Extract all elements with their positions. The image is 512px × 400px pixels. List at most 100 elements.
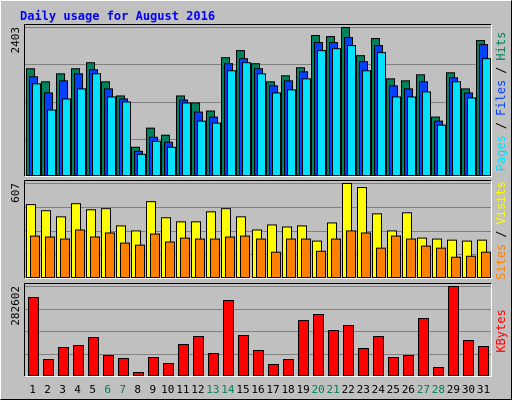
bar: [197, 120, 206, 177]
x-tick-label: 10: [161, 383, 174, 396]
bar: [437, 124, 446, 177]
bar: [77, 88, 86, 176]
bar: [210, 238, 220, 279]
bar: [478, 346, 489, 377]
legend-entry: Visits: [494, 181, 508, 224]
x-tick-label: 21: [327, 383, 340, 396]
bar: [436, 247, 446, 278]
x-tick-label: 22: [342, 383, 355, 396]
bar: [376, 247, 386, 278]
bar: [463, 340, 474, 376]
bar: [75, 229, 85, 278]
legend: Pages / Files / Hits: [494, 32, 508, 172]
bar: [418, 318, 429, 376]
x-tick-label: 13: [206, 383, 219, 396]
bar: [193, 336, 204, 376]
bar: [88, 337, 99, 376]
legend-entry: KBytes: [494, 309, 508, 352]
bar: [286, 238, 296, 279]
frame-dark: [24, 283, 492, 377]
x-tick-label: 9: [149, 383, 156, 396]
frame-light: [24, 24, 492, 177]
bar: [62, 98, 71, 176]
bar: [421, 245, 431, 278]
bar: [92, 73, 101, 176]
bar: [301, 238, 311, 279]
frame-dark: [24, 180, 492, 279]
x-tick-label: 31: [477, 383, 490, 396]
legend-separator: /: [494, 67, 508, 74]
bar: [256, 238, 266, 279]
x-tick-label: 24: [372, 383, 386, 396]
y-tick-label: 607: [9, 183, 22, 203]
bar: [32, 83, 41, 176]
bar: [388, 357, 399, 376]
bar: [328, 330, 339, 377]
bar: [122, 101, 131, 176]
bar: [227, 70, 236, 176]
bar: [361, 232, 371, 278]
bar: [317, 50, 326, 176]
x-tick-label: 18: [281, 383, 294, 396]
bar: [242, 62, 251, 177]
bar: [28, 297, 39, 376]
x-tick-label: 17: [266, 383, 279, 396]
bar: [481, 251, 491, 279]
x-tick-label: 29: [447, 383, 460, 396]
bar: [346, 230, 356, 279]
bar: [107, 96, 116, 176]
bar: [223, 300, 234, 377]
x-tick-label: 20: [312, 383, 325, 396]
bar: [448, 286, 459, 376]
bar: [103, 355, 114, 377]
bar: [178, 344, 189, 376]
bar: [298, 320, 309, 376]
bar: [118, 358, 129, 376]
x-tick-label: 8: [134, 383, 141, 396]
frame-light: [24, 180, 492, 279]
frame-dark: [24, 24, 492, 177]
bar: [343, 325, 354, 377]
bar: [208, 353, 219, 376]
legend-entry: Pages: [494, 135, 508, 171]
x-tick-label: 19: [296, 383, 309, 396]
x-tick-label: 3: [59, 383, 66, 396]
x-tick-label: 30: [462, 383, 475, 396]
bar: [332, 48, 341, 176]
bar: [377, 52, 386, 176]
bar: [253, 350, 264, 376]
bar: [422, 91, 431, 176]
legend-entry: Sites: [494, 244, 508, 280]
y-tick-label: 282602: [9, 286, 22, 326]
x-tick-label: 6: [104, 383, 111, 396]
x-tick-label: 27: [417, 383, 430, 396]
bar: [451, 256, 461, 279]
bar: [316, 250, 326, 279]
chart-title: Daily usage for August 2016: [20, 9, 215, 23]
bar: [152, 140, 161, 176]
bar: [212, 122, 221, 176]
bar: [137, 153, 146, 177]
bar: [452, 81, 461, 176]
bar: [268, 364, 279, 377]
bar: [133, 372, 144, 377]
bar: [407, 96, 416, 176]
bar: [331, 238, 341, 279]
legend: Sites / Visits: [494, 181, 508, 280]
x-tick-label: 23: [357, 383, 370, 396]
bar: [225, 236, 235, 278]
x-tick-label: 26: [402, 383, 415, 396]
x-tick-label: 14: [221, 383, 235, 396]
bar: [150, 233, 160, 278]
bar: [165, 241, 175, 278]
bar: [257, 73, 266, 176]
x-tick-label: 16: [251, 383, 264, 396]
bar: [403, 355, 414, 377]
bar: [272, 92, 281, 176]
bar: [43, 359, 54, 377]
x-tick-label: 7: [119, 383, 126, 396]
bar: [167, 146, 176, 177]
x-tick-label: 28: [432, 383, 445, 396]
